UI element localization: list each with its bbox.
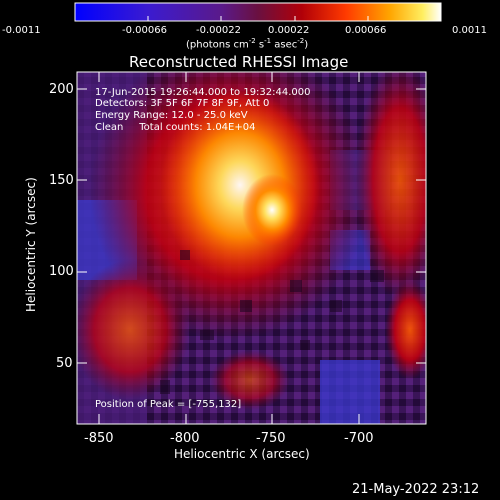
y-tick-label: 200 (49, 82, 74, 97)
x-tick-label: -750 (256, 431, 286, 446)
colorbar (74, 2, 442, 22)
colorbar-tick: 0.00022 (268, 25, 310, 36)
peak-position-label: Position of Peak = [-755,132] (95, 399, 242, 410)
header-line: Energy Range: 12.0 - 25.0 keV (95, 110, 248, 121)
header-line: Detectors: 3F 5F 6F 7F 8F 9F, Att 0 (95, 98, 270, 109)
y-tick-label: 100 (49, 264, 74, 279)
x-axis-label: Heliocentric X (arcsec) (174, 447, 310, 461)
colorbar-tick: 0.0011 (452, 25, 487, 36)
y-tick-label: 150 (49, 173, 74, 188)
x-tick-label: -850 (84, 431, 114, 446)
colorbar-gradient (74, 2, 442, 22)
y-tick-label: 50 (56, 356, 73, 371)
x-tick-label: -700 (344, 431, 374, 446)
header-line: 17-Jun-2015 19:26:44.000 to 19:32:44.000 (95, 87, 311, 98)
colorbar-tick: -0.00066 (122, 25, 167, 36)
header-line: Clean Total counts: 1.04E+04 (95, 122, 256, 133)
render-timestamp: 21-May-2022 23:12 (352, 482, 480, 497)
colorbar-unit-label: (photons cm-2 s-1 asec-2) (186, 37, 309, 51)
colorbar-tick: -0.0011 (2, 25, 41, 36)
plot-title: Reconstructed RHESSI Image (129, 53, 349, 71)
y-axis-label: Heliocentric Y (arcsec) (24, 177, 38, 312)
colorbar-tick: 0.00066 (345, 25, 387, 36)
x-tick-label: -800 (170, 431, 200, 446)
colorbar-tick: -0.00022 (196, 25, 241, 36)
